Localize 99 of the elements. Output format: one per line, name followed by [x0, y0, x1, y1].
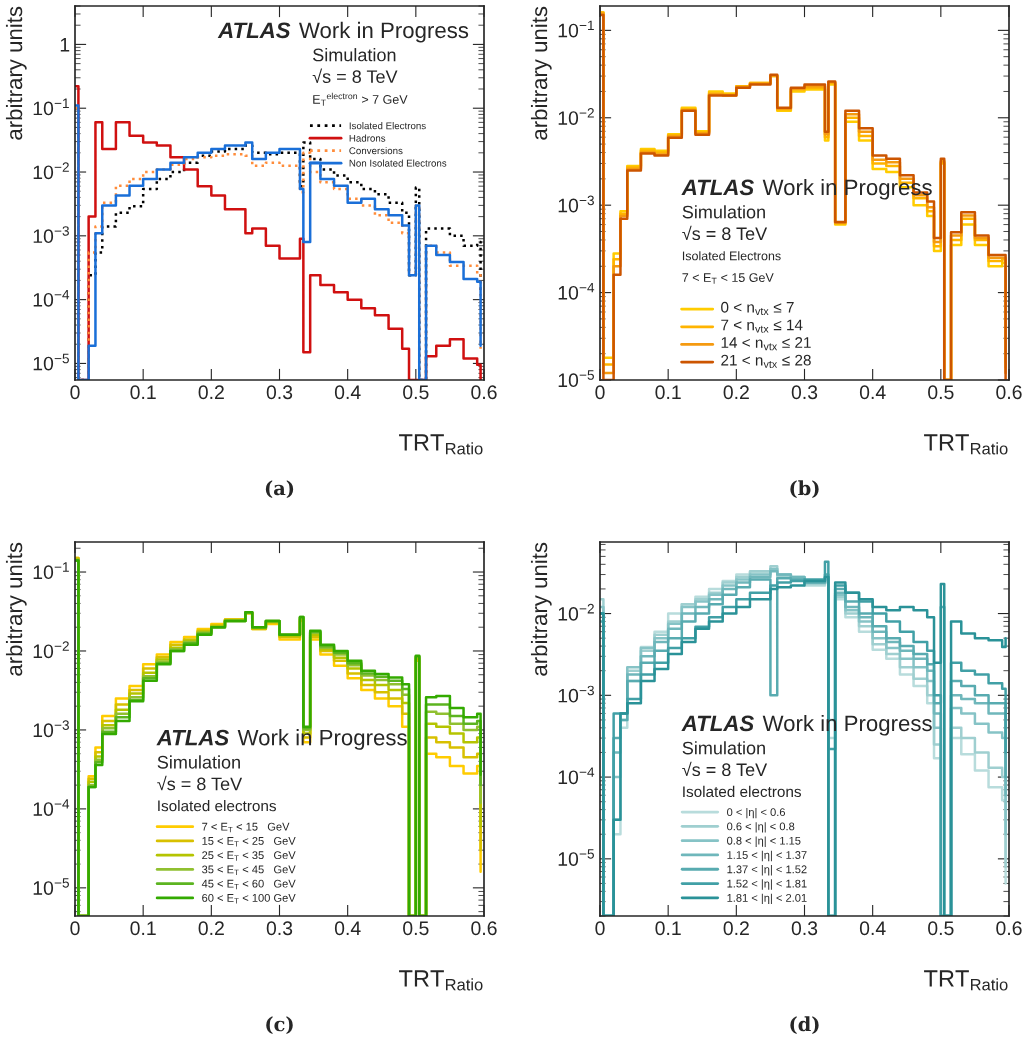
x-tick-label: 0.6: [471, 385, 497, 400]
y-tick-label: 10$^{−1}$: [558, 20, 594, 38]
legend-label: 1.52 < |η| < 1.81: [727, 879, 807, 890]
y-tick-label: 10$^{−3}$: [33, 226, 69, 244]
x-tick-label: 0.1: [655, 921, 681, 936]
y-tick-label: 10$^{−5}$: [558, 849, 594, 866]
annotation: √s = 8 TeV: [682, 761, 768, 777]
x-tick-label: 0.1: [655, 385, 681, 400]
y-tick-label: 10$^{−4}$: [558, 767, 595, 785]
x-tick-label: 0: [70, 385, 80, 400]
y-axis-title: arbitrary units: [5, 542, 27, 676]
legend-label: 1.37 < |η| < 1.52: [727, 865, 807, 876]
x-tick-label: 0.5: [928, 921, 954, 936]
x-tick-label: 0.3: [266, 385, 293, 400]
y-tick-label: 10$^{−1}$: [33, 562, 69, 580]
legend-label: 7 < n$_{vtx}$ ≤ 14: [721, 319, 803, 333]
legend-label: 1.81 < |η| < 2.01: [727, 893, 807, 905]
annotation: ATLAS: [681, 715, 754, 732]
x-tick-label: 0.4: [334, 921, 361, 936]
x-tick-label: 0: [595, 385, 605, 400]
y-axis-title: arbitrary units: [5, 6, 27, 140]
y-tick-label: 10$^{−1}$: [33, 98, 69, 116]
x-tick-label: 0.6: [996, 921, 1022, 936]
x-axis-title: TRT$_{Ratio}$: [924, 434, 1008, 455]
legend-label: Hadrons: [349, 134, 386, 142]
x-tick-label: 0: [70, 921, 80, 936]
y-tick-label: 10$^{−2}$: [558, 108, 594, 125]
y-tick-label: 10$^{−4}$: [33, 799, 70, 816]
text: (d): [790, 1016, 819, 1035]
annotation: √s = 8 TeV: [312, 68, 398, 84]
annotation: Isolated Electrons: [682, 251, 781, 261]
x-tick-label: 0.5: [928, 385, 954, 400]
x-tick-label: 0.6: [996, 385, 1022, 400]
x-tick-label: 0.3: [791, 385, 818, 400]
x-tick-label: 0.6: [471, 921, 497, 936]
y-tick-label: 10$^{−2}$: [558, 603, 594, 621]
y-tick-label: 1: [60, 38, 70, 52]
y-tick-label: 10$^{−2}$: [33, 162, 69, 180]
annotation: 7 < E$_{T}$ < 15 GeV: [682, 273, 774, 284]
legend-label: 0 < |η| < 0.6: [727, 807, 786, 819]
x-tick-label: 0.3: [266, 921, 293, 936]
legend-label: 15 < E$_{T}$ < 25 GeV: [202, 837, 296, 847]
y-tick-label: 10$^{−4}$: [558, 282, 595, 300]
legend-label: 35 < E$_{T}$ < 45 GeV: [202, 865, 296, 876]
legend-label: 1.15 < |η| < 1.37: [727, 850, 807, 862]
annotation: Simulation: [157, 755, 240, 769]
x-tick-label: 0.5: [403, 385, 429, 400]
y-tick-label: 10$^{−4}$: [33, 289, 70, 307]
annotation: ATLAS: [681, 179, 754, 196]
legend-label: 25 < E$_{T}$ < 35 GeV: [202, 851, 296, 861]
text: (b): [790, 480, 819, 499]
y-tick-label: 10$^{−3}$: [33, 720, 69, 738]
x-tick-label: 0.4: [859, 385, 886, 400]
y-tick-label: 10$^{−3}$: [558, 685, 594, 703]
legend-label: Isolated Electrons: [349, 122, 426, 130]
legend-label: 60 < E$_{T}$ < 100 GeV: [202, 893, 296, 904]
annotation: Isolated electrons: [158, 800, 276, 812]
x-tick-label: 0.4: [334, 385, 361, 400]
x-tick-label: 0.5: [403, 921, 429, 936]
legend-label: Conversions: [349, 147, 403, 155]
annotation: Isolated electrons: [683, 785, 801, 798]
legend-label: Non Isolated Electrons: [349, 159, 447, 167]
annotation: E$_{T}$$^{electron}$ > 7 GeV: [313, 92, 408, 106]
annotation: Simulation: [313, 48, 396, 62]
x-tick-label: 0.1: [130, 385, 156, 400]
annotation: √s = 8 TeV: [157, 775, 243, 791]
legend-label: 21 < n$_{vtx}$ ≤ 28: [721, 354, 811, 368]
y-tick-label: 10$^{−5}$: [33, 353, 69, 371]
legend-label: 0 < n$_{vtx}$ ≤ 7: [721, 301, 794, 316]
x-tick-label: 0.3: [791, 921, 818, 936]
x-tick-label: 0.2: [723, 921, 749, 936]
legend-label: 14 < n$_{vtx}$ ≤ 21: [721, 337, 811, 351]
x-axis-title: TRT$_{Ratio}$: [924, 970, 1008, 991]
text: (c): [266, 1016, 293, 1035]
annotation: √s = 8 TeV: [682, 225, 768, 241]
x-tick-label: 0.1: [130, 921, 156, 936]
legend-label: 0.8 < |η| < 1.15: [727, 836, 801, 847]
legend-label: 45 < E$_{T}$ < 60 GeV: [201, 879, 296, 890]
y-axis-title: arbitrary units: [530, 6, 552, 140]
x-tick-label: 0.2: [198, 921, 224, 936]
text: (a): [265, 480, 294, 499]
x-tick-label: 0.2: [723, 385, 749, 400]
annotation: Simulation: [682, 741, 765, 755]
y-tick-label: 10$^{−5}$: [33, 878, 69, 895]
legend-label: 7 < E$_{T}$ < 15 GeV: [202, 822, 290, 833]
legend-label: 0.6 < |η| < 0.8: [727, 822, 795, 833]
x-tick-label: 0.4: [859, 921, 886, 936]
x-axis-title: TRT$_{Ratio}$: [399, 434, 483, 455]
annotation: Work in Progress: [299, 21, 469, 43]
y-tick-label: 10$^{−3}$: [558, 195, 594, 213]
x-tick-label: 0: [595, 921, 605, 936]
y-axis-title: arbitrary units: [530, 542, 552, 676]
y-tick-label: 10$^{−5}$: [558, 370, 594, 388]
annotation: ATLAS: [156, 729, 229, 746]
x-axis-title: TRT$_{Ratio}$: [399, 970, 483, 991]
annotation: ATLAS: [217, 22, 291, 39]
y-tick-label: 10$^{−2}$: [33, 641, 69, 659]
x-tick-label: 0.2: [198, 385, 224, 400]
annotation: Simulation: [682, 205, 765, 219]
